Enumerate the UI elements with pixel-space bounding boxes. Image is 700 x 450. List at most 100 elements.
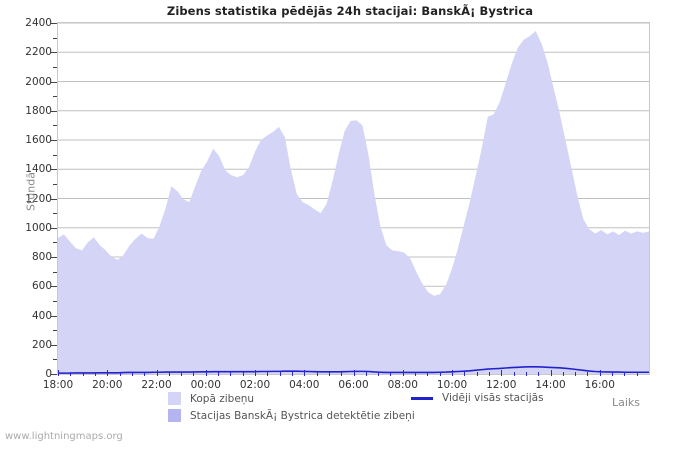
legend-line-average [411,396,433,400]
y-tick-label: 800 [31,251,52,263]
chart-legend: Kopā zibeņu Stacijas BanskÃ¡ Bystrica de… [0,390,700,430]
watermark: www.lightningmaps.org [5,431,123,442]
y-tick-minor [53,96,57,98]
y-tick-major [51,140,57,141]
y-tick-minor [53,300,57,302]
plot-svg [58,23,649,374]
x-tick-minor [291,372,293,376]
y-tick-major [51,286,57,288]
y-tick-minor [53,183,57,185]
y-tick-major [51,257,57,258]
x-tick-minor [267,372,269,376]
y-tick-major [51,23,57,24]
x-tick-label: 06:00 [338,379,369,391]
x-tick-major [550,370,552,376]
x-tick-major [599,370,601,376]
x-tick-minor [624,372,626,376]
x-tick-minor [415,372,417,376]
x-tick-minor [131,372,133,376]
y-axis-label: Stundā [24,172,38,211]
x-tick-label: 16:00 [584,379,615,391]
x-tick-minor [193,372,195,376]
x-tick-major [107,370,109,376]
y-tick-major [51,315,57,317]
y-tick-major [51,227,57,229]
y-tick-major [51,198,57,200]
x-tick-minor [181,372,183,376]
y-tick-label: 1800 [25,104,52,117]
x-tick-minor [119,372,121,376]
y-tick-major [51,374,57,375]
legend-label-average: Vidēji visās stacijās [442,392,544,404]
x-tick-minor [390,372,392,376]
y-tick-minor [53,125,57,127]
y-tick-major [51,110,57,112]
y-tick-major [51,81,57,83]
y-tick-minor [53,242,57,244]
x-tick-major [452,370,453,376]
x-tick-label: 10:00 [436,379,468,391]
y-axis-ticks: 0 200 400 600 800 1000 1200 1400 1600 1800 2000 220… [0,0,52,450]
y-tick-minor [53,330,57,332]
x-tick-minor [341,372,343,376]
y-tick-label: 200 [31,338,52,351]
x-tick-minor [575,372,577,376]
x-tick-minor [328,372,330,376]
x-tick-label: 18:00 [42,379,74,391]
y-tick-minor [53,359,57,361]
legend-item-station: Stacijas BanskÃ¡ Bystrica detektētie zib… [168,409,415,422]
x-tick-minor [279,372,281,376]
x-tick-label: 04:00 [289,379,320,391]
x-tick-major [205,370,207,376]
y-tick-minor [53,154,57,156]
legend-swatch-station [168,409,181,422]
x-tick-minor [168,372,170,376]
legend-label-total: Kopā zibeņu [190,392,255,405]
x-tick-minor [365,372,367,376]
x-tick-minor [316,372,318,376]
x-tick-minor [525,372,527,376]
x-tick-label: 14:00 [535,379,566,391]
x-tick-major [255,370,256,376]
x-tick-minor [144,372,146,376]
x-tick-minor [513,372,515,376]
series-area-total [58,31,649,374]
x-axis-label: Laiks [612,396,641,409]
x-tick-minor [82,372,84,376]
x-tick-label: 00:00 [190,379,221,391]
y-tick-label: 0 [45,368,52,380]
x-tick-major [501,370,503,376]
x-tick-label: 22:00 [141,379,172,391]
x-tick-label: 12:00 [486,379,517,391]
y-tick-label: 1000 [25,221,52,234]
y-tick-major [51,344,57,346]
x-tick-major [304,370,306,376]
legend-item-total: Kopā zibeņu [168,392,254,405]
y-tick-label: 2400 [25,17,52,29]
legend-item-average: Vidēji visās stacijās [411,392,544,404]
x-tick-minor [218,372,220,376]
x-tick-minor [612,372,614,376]
x-tick-major [353,370,355,376]
x-tick-label: 20:00 [92,379,123,391]
x-tick-minor [538,372,540,376]
y-tick-label: 1400 [25,163,52,176]
x-tick-major [58,370,59,376]
y-tick-label: 400 [31,309,52,322]
y-tick-minor [53,213,57,215]
y-tick-label: 1600 [25,134,52,146]
plot-area [57,22,650,375]
x-tick-minor [476,372,478,376]
y-tick-label: 1200 [25,192,52,205]
legend-label-station: Stacijas BanskÃ¡ Bystrica detektētie zib… [190,409,415,422]
chart-title: Zibens statistika pēdējās 24h stacijai: … [166,4,534,18]
x-tick-minor [70,372,72,376]
y-tick-minor [53,66,57,68]
legend-swatch-total [168,392,181,405]
x-tick-minor [636,372,638,376]
y-tick-minor [53,37,57,39]
x-tick-minor [427,372,429,376]
y-tick-label: 2000 [25,75,52,88]
y-tick-major [51,52,57,54]
